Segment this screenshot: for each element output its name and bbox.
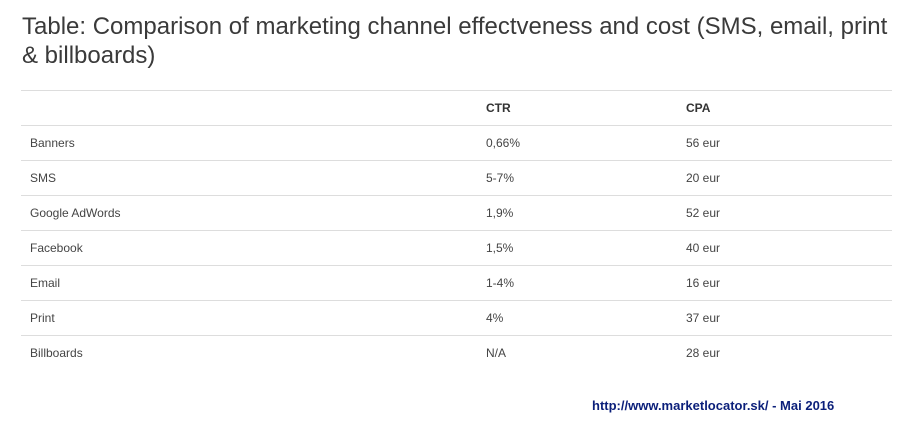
ctr-cell: 1-4% [477, 265, 677, 301]
ctr-cell: 5-7% [477, 160, 677, 196]
page-title: Table: Comparison of marketing channel e… [22, 13, 888, 69]
channel-cell: SMS [21, 160, 477, 196]
ctr-cell: N/A [486, 346, 507, 360]
source-caption: http://www.marketlocator.sk/ - Mai 2016 [592, 398, 835, 413]
header-cpa: CPA [677, 90, 892, 126]
table-row: SMS 5-7% 20 eur [21, 160, 892, 196]
table-row: Facebook 1,5% 40 eur [21, 230, 892, 266]
table-row: Billboards N/A 28 eur [21, 336, 892, 371]
header-channel [21, 90, 477, 126]
cpa-cell: 37 eur [677, 300, 892, 336]
table-row: Print 4% 37 eur [21, 300, 892, 336]
table-row: Email 1-4% 16 eur [21, 265, 892, 301]
table-header-row: CTR CPA [21, 90, 892, 126]
table-row: Google AdWords 1,9% 52 eur [21, 195, 892, 231]
channel-cell: Google AdWords [21, 195, 477, 231]
comparison-table: CTR CPA Banners 0,66% 56 eur SMS 5-7% 20… [21, 90, 892, 370]
cpa-cell: 56 eur [677, 125, 892, 161]
channel-cell: Billboards [30, 346, 83, 360]
ctr-cell: 1,5% [477, 230, 677, 266]
cpa-cell: 16 eur [677, 265, 892, 301]
channel-cell: Print [21, 300, 477, 336]
ctr-cell: 1,9% [477, 195, 677, 231]
ctr-cell: 0,66% [477, 125, 677, 161]
header-ctr: CTR [477, 90, 677, 126]
cpa-cell: 28 eur [686, 346, 721, 360]
cpa-cell: 40 eur [677, 230, 892, 266]
ctr-cell: 4% [477, 300, 677, 336]
channel-cell: Facebook [21, 230, 477, 266]
cpa-cell: 52 eur [677, 195, 892, 231]
table-row: Banners 0,66% 56 eur [21, 125, 892, 161]
channel-cell: Banners [21, 125, 477, 161]
channel-cell: Email [21, 265, 477, 301]
cpa-cell: 20 eur [677, 160, 892, 196]
